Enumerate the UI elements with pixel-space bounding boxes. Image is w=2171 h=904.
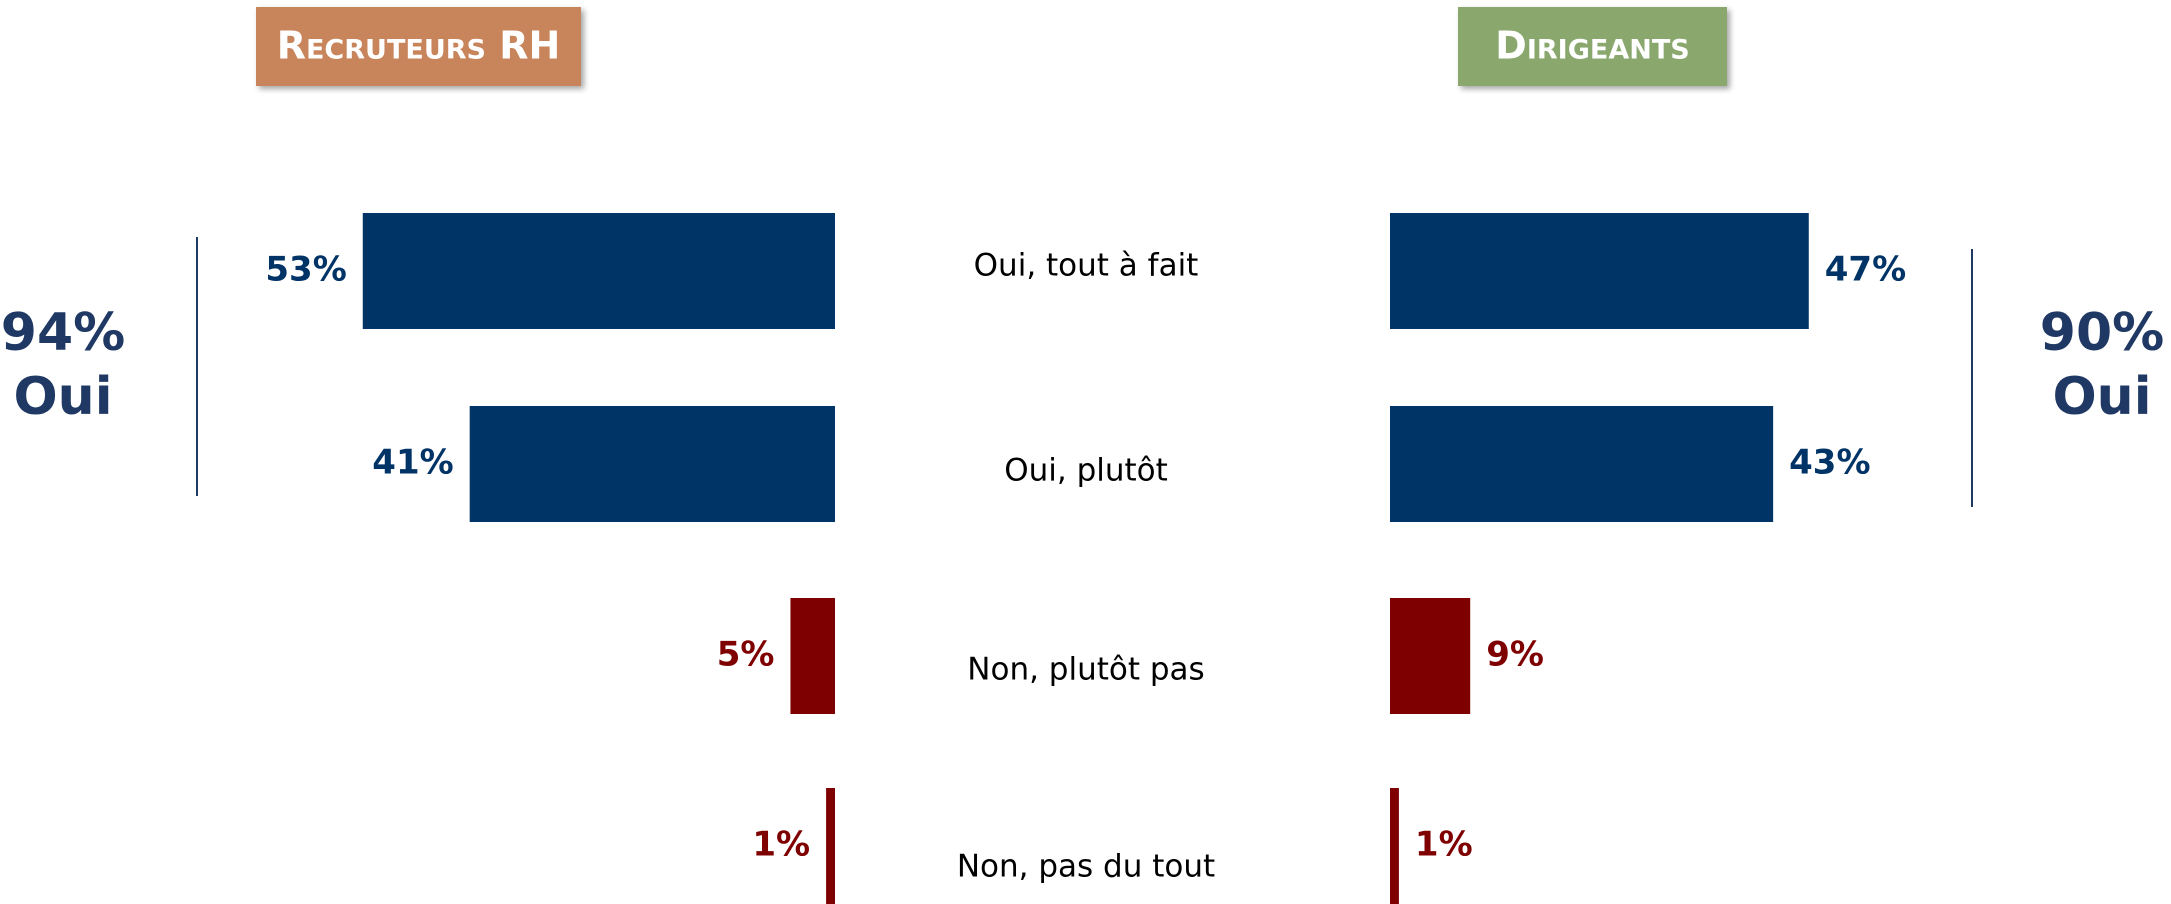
bar — [362, 213, 835, 329]
category-label: Oui, tout à fait — [974, 248, 1199, 284]
value-label: 9% — [1486, 635, 1544, 675]
summary-text: 94% — [1, 303, 125, 363]
series-header — [256, 7, 581, 86]
value-label: 5% — [717, 635, 775, 675]
value-label: 1% — [1415, 825, 1473, 865]
bar — [790, 598, 835, 714]
summary-text: 90% — [2040, 303, 2164, 363]
bar — [1390, 406, 1774, 522]
value-label: 41% — [372, 443, 453, 483]
value-label: 1% — [752, 825, 810, 865]
series-header — [1458, 7, 1727, 86]
bar — [1390, 598, 1471, 714]
series-header-text: Dirigeants — [1495, 24, 1689, 68]
value-label: 47% — [1825, 250, 1906, 290]
bar — [826, 788, 835, 904]
category-label: Non, pas du tout — [957, 849, 1215, 885]
bar — [469, 406, 835, 522]
bar — [1390, 213, 1809, 329]
summary-text: Oui — [13, 367, 112, 427]
category-label: Non, plutôt pas — [967, 652, 1204, 688]
bar — [1390, 788, 1399, 904]
category-label: Oui, plutôt — [1004, 453, 1168, 489]
summary-text: Oui — [2052, 367, 2151, 427]
value-label: 53% — [265, 250, 346, 290]
series-header-text: Recruteurs RH — [277, 24, 561, 68]
value-label: 43% — [1789, 443, 1870, 483]
